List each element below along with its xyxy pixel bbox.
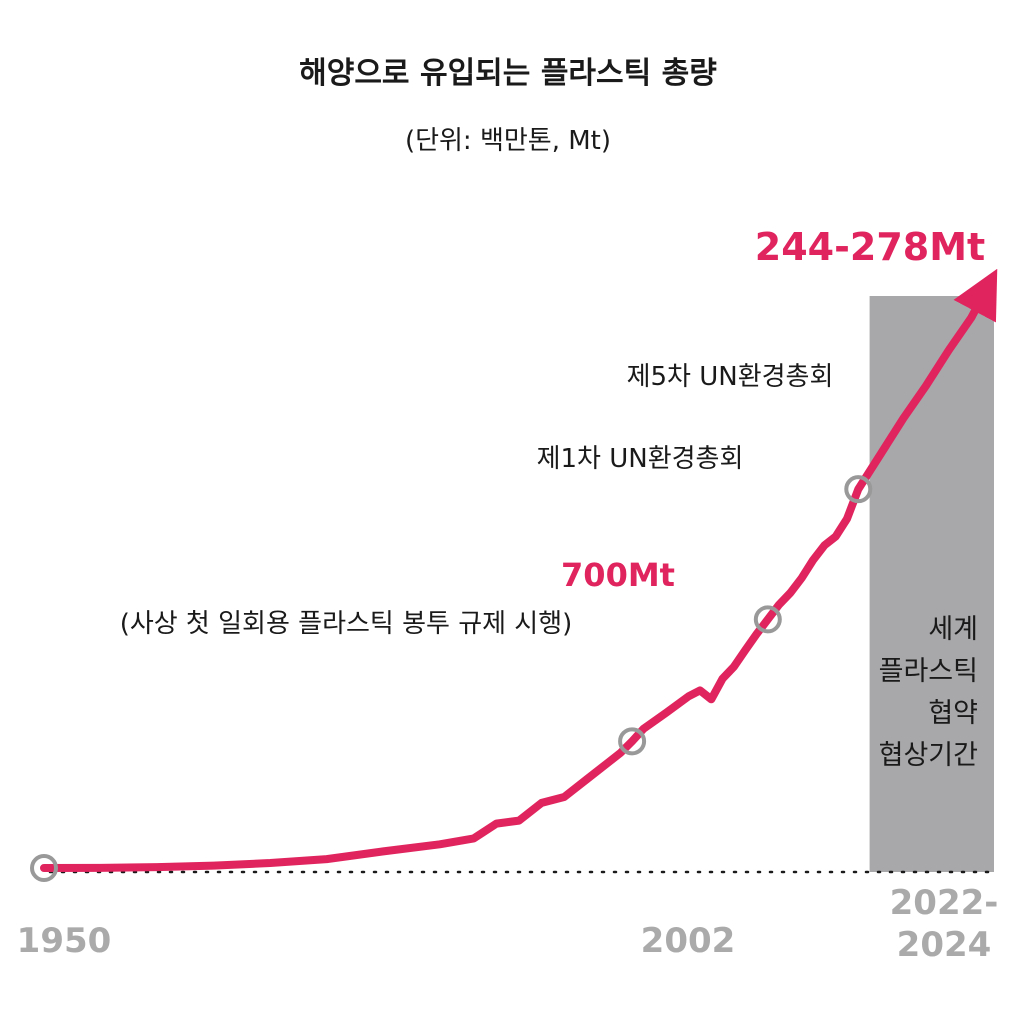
chart-title: 해양으로 유입되는 플라스틱 총량: [299, 56, 717, 91]
band-label-line: 세계: [928, 614, 978, 645]
x-tick-label: 1950: [17, 921, 112, 961]
event-marker: [753, 605, 782, 634]
annotation-unea-1: 제1차 UN환경총회: [537, 444, 744, 474]
annotation-700mt: 700Mt: [561, 556, 675, 594]
event-marker: [30, 854, 58, 882]
event-marker: [618, 727, 647, 756]
annotation-plastic-bag-regulation: (사상 첫 일회용 플라스틱 봉투 규제 시행): [120, 609, 573, 639]
negotiation-period-band: [869, 296, 994, 872]
x-tick-labels: 1950 2002 2022-2024: [17, 883, 999, 965]
chart-subtitle: (단위: 백만톤, Mt): [404, 126, 612, 156]
series-line: [40, 313, 976, 872]
annotation-end-value: 244-278Mt: [755, 225, 985, 269]
event-markers: [30, 475, 873, 882]
band-label-line: 협약: [928, 698, 978, 729]
event-marker: [844, 475, 873, 504]
x-tick-label: 2002: [641, 921, 736, 961]
annotation-unea-5: 제5차 UN환경총회: [627, 362, 834, 392]
x-tick-label: 2022-2024: [890, 883, 999, 965]
band-label-line: 협상기간: [879, 740, 978, 771]
band-label-line: 플라스틱: [879, 656, 978, 687]
trend-arrow: [953, 268, 998, 323]
